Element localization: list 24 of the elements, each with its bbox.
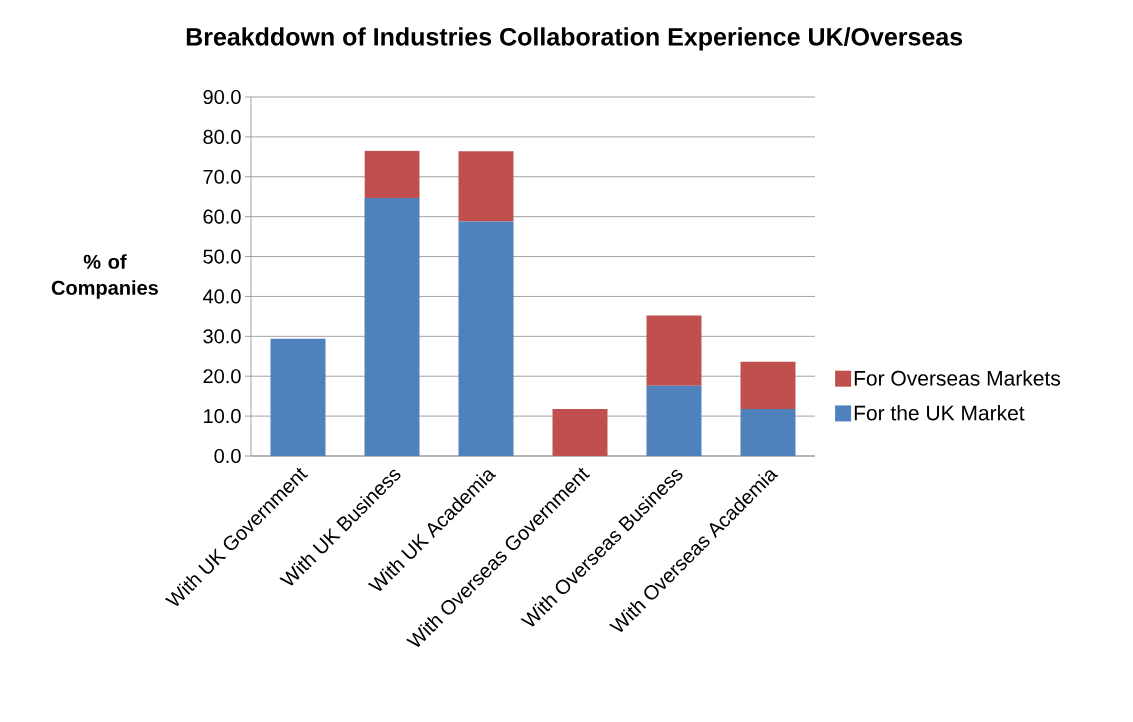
y-tick-label: 80.0 xyxy=(203,129,241,144)
chart-title: Breakddown of Industries Collaboration Experience UK/Overseas xyxy=(186,27,963,51)
legend-label: For the UK Market xyxy=(854,405,1025,421)
y-axis-title: % of Companies xyxy=(51,254,159,299)
y-tick-label: 30.0 xyxy=(203,329,241,344)
y-tick-label: 20.0 xyxy=(203,369,241,384)
y-tick-label: 40.0 xyxy=(203,289,241,304)
legend-label: For Overseas Markets xyxy=(854,370,1061,386)
bar xyxy=(364,197,420,456)
bar xyxy=(458,151,514,222)
y-tick-label: 60.0 xyxy=(203,209,241,224)
bar xyxy=(270,338,326,456)
bar xyxy=(364,150,420,198)
bar xyxy=(740,361,796,409)
bar xyxy=(458,221,514,456)
y-tick-label: 10.0 xyxy=(204,409,241,424)
y-tick-label: 70.0 xyxy=(203,169,241,184)
bar xyxy=(740,408,796,456)
bar xyxy=(646,385,702,456)
y-tick-label: 0.0 xyxy=(214,448,241,464)
y-tick-label: 90.0 xyxy=(203,89,241,105)
bar xyxy=(646,315,702,386)
y-tick-label: 50.0 xyxy=(203,249,241,264)
bar xyxy=(552,408,608,456)
